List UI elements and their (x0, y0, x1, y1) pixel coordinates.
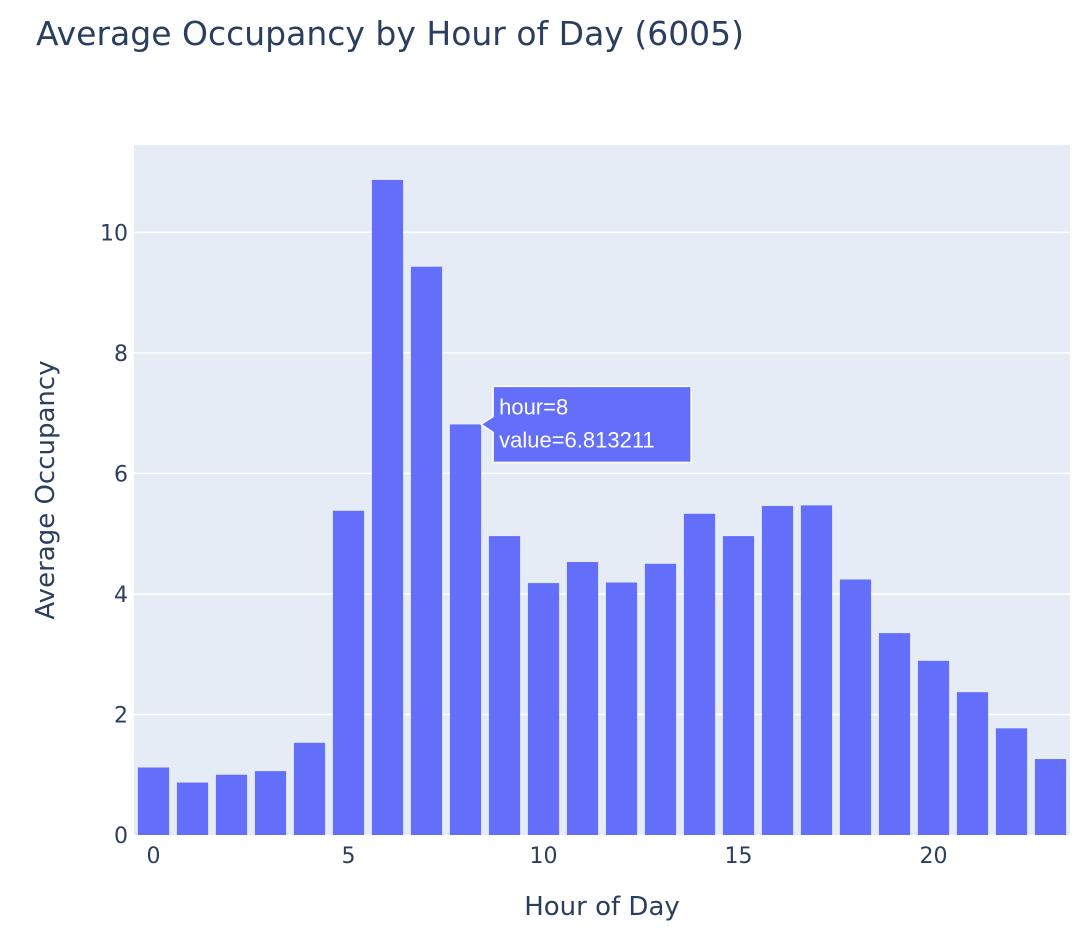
plot-background (134, 145, 1070, 835)
bar-hour-10[interactable] (527, 583, 560, 835)
bar-hour-8[interactable] (449, 424, 482, 835)
bar-hour-3[interactable] (254, 771, 287, 835)
bar-hour-23[interactable] (1034, 759, 1067, 835)
hover-hour-text: hour=8 (499, 394, 568, 419)
x-axis-title: Hour of Day (524, 892, 680, 922)
x-tick-label: 15 (725, 844, 753, 869)
bar-hour-5[interactable] (332, 510, 365, 835)
bar-hour-22[interactable] (995, 728, 1028, 835)
bar-hour-4[interactable] (293, 742, 326, 835)
bar-hour-14[interactable] (683, 513, 716, 835)
x-tick-label: 5 (342, 844, 356, 869)
x-tick-label: 20 (920, 844, 948, 869)
x-tick-label: 0 (147, 844, 161, 869)
bar-hour-18[interactable] (839, 579, 872, 835)
y-tick-label: 6 (114, 462, 128, 487)
y-tick-label: 4 (114, 583, 128, 608)
bar-hour-17[interactable] (800, 505, 833, 835)
bar-hour-12[interactable] (605, 582, 638, 835)
bars (137, 179, 1067, 835)
bar-hour-16[interactable] (761, 505, 794, 835)
y-tick-label: 0 (114, 824, 128, 849)
bar-hour-9[interactable] (488, 536, 521, 835)
bar-hour-11[interactable] (566, 562, 599, 835)
y-tick-label: 10 (100, 221, 128, 246)
bar-hour-13[interactable] (644, 563, 677, 835)
grid-lines (134, 231, 1070, 716)
y-axis-ticks: 0 2 4 6 8 10 (100, 221, 128, 849)
x-axis-ticks: 0 5 10 15 20 (147, 844, 948, 869)
bar-hour-7[interactable] (410, 266, 443, 835)
bar-hour-2[interactable] (215, 774, 248, 835)
bar-hour-1[interactable] (176, 782, 209, 835)
chart-title: Average Occupancy by Hour of Day (6005) (36, 14, 745, 53)
bar-hour-15[interactable] (722, 536, 755, 835)
hover-tooltip: hour=8 value=6.813211 (479, 385, 692, 464)
y-tick-label: 8 (114, 342, 128, 367)
bar-hour-19[interactable] (878, 633, 911, 835)
bar-hour-0[interactable] (137, 767, 170, 835)
bar-hour-21[interactable] (956, 692, 989, 835)
y-axis-title: Average Occupancy (31, 360, 61, 619)
bar-hour-20[interactable] (917, 660, 950, 835)
hover-box (479, 385, 692, 464)
x-tick-label: 10 (530, 844, 558, 869)
hover-value-text: value=6.813211 (499, 427, 655, 452)
bar-hour-6[interactable] (371, 179, 404, 835)
y-tick-label: 2 (114, 703, 128, 728)
